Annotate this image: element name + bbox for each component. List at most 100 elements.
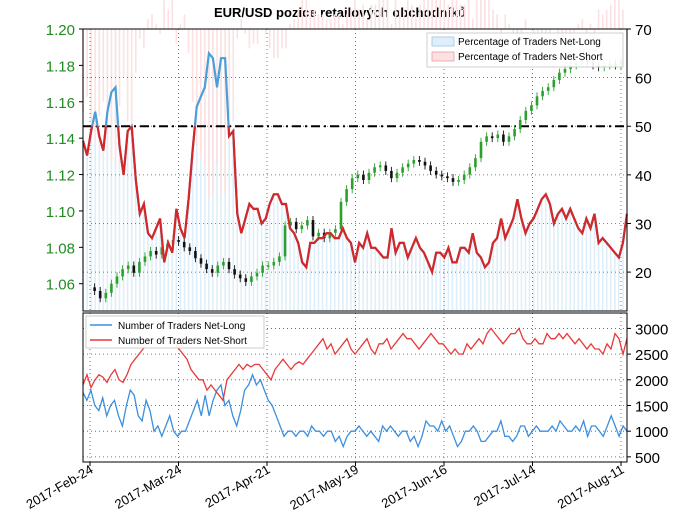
price-candle-body <box>300 225 304 230</box>
price-candle-body <box>345 189 348 202</box>
price-candle-body <box>507 136 511 142</box>
price-candle-body <box>524 110 528 120</box>
price-candle-body <box>278 256 281 262</box>
price-candle-body <box>418 159 421 162</box>
price-candle-body <box>468 167 472 175</box>
price-candle-body <box>188 247 192 251</box>
price-candle-body <box>530 105 533 111</box>
left-tick-label: 1.14 <box>46 131 75 148</box>
price-candle-body <box>311 220 315 237</box>
price-candle-body <box>289 221 292 226</box>
price-candle-body <box>238 274 242 279</box>
price-candle-body <box>479 141 483 159</box>
price-candle-body <box>339 201 343 230</box>
price-candle-body <box>317 232 320 237</box>
bottom-right-tick-label: 3000 <box>635 321 668 338</box>
legend-label-short: Percentage of Traders Net-Short <box>458 52 603 63</box>
price-candle-body <box>378 165 382 168</box>
price-candle-body <box>210 269 214 273</box>
price-candle-body <box>558 72 561 80</box>
price-candle-body <box>563 69 567 73</box>
price-candle-body <box>406 163 410 168</box>
price-candle-body <box>104 292 108 299</box>
legend-swatch-short <box>431 51 455 62</box>
price-candle-body <box>401 167 404 173</box>
price-candle-body <box>216 265 220 273</box>
price-candle-body <box>115 276 119 284</box>
x-tick-label: 2017-Mar-24 <box>112 462 184 512</box>
right-tick-label: 20 <box>635 265 652 282</box>
price-candle-body <box>502 134 505 142</box>
price-candle-body <box>233 269 236 275</box>
price-candle-body <box>227 261 231 270</box>
left-tick-label: 1.18 <box>46 58 75 75</box>
price-candle-body <box>149 250 152 257</box>
price-candle-body <box>194 250 197 259</box>
bottom-legend-box <box>85 315 265 349</box>
price-candle-body <box>462 174 466 181</box>
price-candle-body <box>154 250 158 255</box>
price-candle-body <box>205 263 208 270</box>
x-tick-label: 2017-Feb-24 <box>24 462 96 512</box>
legend-label-count-long: Number of Traders Net-Long <box>118 321 245 332</box>
price-candle-body <box>541 90 544 97</box>
price-candle-body <box>412 159 416 164</box>
price-candle-body <box>367 172 371 181</box>
price-candle-body <box>546 87 550 91</box>
price-candle-body <box>429 165 432 171</box>
price-candle-body <box>485 136 488 142</box>
price-candle-body <box>199 258 203 264</box>
left-tick-label: 1.06 <box>46 277 75 294</box>
right-tick-label: 50 <box>635 119 652 136</box>
price-candle-body <box>356 174 360 179</box>
price-candle-body <box>440 174 444 177</box>
price-candle-body <box>490 136 494 139</box>
top-panel-frame <box>82 28 628 312</box>
price-candle-body <box>306 220 309 226</box>
price-candle-body <box>390 170 393 179</box>
left-tick-label: 1.08 <box>46 240 75 257</box>
price-candle-body <box>350 178 354 190</box>
left-tick-label: 1.10 <box>46 204 75 221</box>
price-candle-body <box>328 232 332 239</box>
price-candle-body <box>132 265 136 273</box>
legend-label-long: Percentage of Traders Net-Long <box>458 37 601 48</box>
count-net-long-line <box>82 372 628 449</box>
price-candle-body <box>446 176 449 179</box>
price-candle-body <box>552 79 556 88</box>
price-candle-body <box>395 172 399 179</box>
price-candle-body <box>121 269 124 277</box>
price-candle-body <box>138 261 141 273</box>
left-tick-label: 1.16 <box>46 95 75 112</box>
right-tick-label: 30 <box>635 216 652 233</box>
bottom-right-tick-label: 500 <box>635 450 660 467</box>
bottom-right-tick-label: 1500 <box>635 398 668 415</box>
right-tick-label: 60 <box>635 71 652 88</box>
price-candle-body <box>250 276 253 282</box>
pct-short-dominant-line <box>83 126 627 276</box>
left-tick-label: 1.20 <box>46 22 75 39</box>
price-candle-body <box>98 290 102 299</box>
x-tick-label: 2017-Aug-11 <box>555 462 627 512</box>
price-candle-body <box>496 134 500 139</box>
price-candle-body <box>244 278 248 282</box>
price-candle-body <box>434 170 438 175</box>
legend-label-count-short: Number of Traders Net-Short <box>118 336 247 347</box>
price-candle-body <box>334 229 337 233</box>
right-tick-label: 40 <box>635 168 652 185</box>
x-tick-label: 2017-Jun-16 <box>379 462 450 511</box>
bottom-right-tick-label: 1000 <box>635 424 668 441</box>
price-candle-body <box>177 240 180 242</box>
price-candle-body <box>451 178 455 182</box>
price-candle-body <box>160 247 164 255</box>
price-candle-body <box>457 180 460 182</box>
price-candle-body <box>362 174 365 181</box>
right-tick-label: 70 <box>635 22 652 39</box>
price-candle-body <box>255 272 259 277</box>
price-candle-body <box>384 165 388 171</box>
price-candle-body <box>513 129 516 137</box>
legend-swatch-long <box>431 36 455 47</box>
price-candle-body <box>518 119 522 130</box>
